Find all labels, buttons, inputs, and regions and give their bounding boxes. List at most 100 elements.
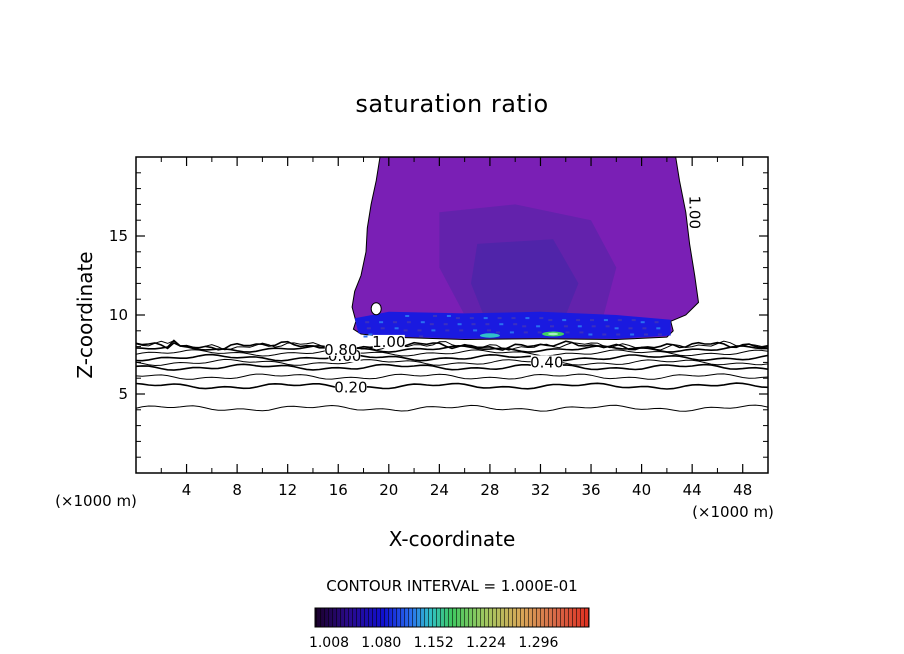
contour-line	[136, 340, 768, 351]
contour-label: 1.00	[372, 333, 405, 351]
cloud-speckle	[445, 329, 450, 332]
cloud-speckle	[455, 317, 460, 320]
contour-label-bg	[530, 355, 563, 369]
cloud-speckle	[417, 329, 422, 332]
x-unit-label: (×1000 m)	[55, 492, 137, 510]
x-tick-label: 40	[632, 481, 651, 499]
contour-line	[136, 353, 768, 362]
contour-label: 1.00	[686, 196, 704, 229]
cloud-speckle	[513, 323, 518, 326]
cloud-speckle	[642, 327, 647, 330]
cloud-speckle	[548, 319, 553, 322]
cloud-speckle	[368, 333, 373, 336]
y-tick-label: 5	[118, 385, 128, 403]
cloud-speckle	[365, 321, 370, 324]
cloud-speckle	[509, 331, 514, 334]
cloud-speckle	[537, 331, 542, 334]
z-unit-label: (×1000 m)	[692, 503, 774, 521]
x-tick-label: 12	[278, 481, 297, 499]
colorbar: 1.008 1.080 1.152 1.224 1.296	[309, 607, 590, 651]
cloud-speckle	[457, 323, 462, 326]
cloud-speckle	[588, 333, 593, 336]
y-tick-label: 10	[109, 306, 128, 324]
contour-label-bg	[324, 342, 357, 356]
y-axis-label: Z-coordinate	[73, 251, 97, 378]
contour-line	[136, 363, 768, 371]
x-tick-label: 20	[379, 481, 398, 499]
contour-labels: 0.200.400.600.80 1.001.00	[324, 196, 704, 397]
cloud-speckle	[497, 317, 502, 320]
colorbar-tick-label: 1.224	[466, 635, 506, 651]
contour-label: 0.20	[334, 379, 367, 397]
contour-label-bg	[334, 380, 367, 394]
x-tick-label: 32	[531, 481, 550, 499]
cloud-hole	[370, 302, 382, 316]
contour-label: 0.80	[324, 341, 357, 359]
cloud-speckle	[511, 317, 516, 320]
plot-area: 0.200.400.600.80 1.001.00 4 8 12 16 20 24 28 32 3…	[109, 156, 769, 499]
y-tick-label: 15	[109, 227, 128, 245]
x-tick-label: 16	[329, 481, 348, 499]
cloud-speckle	[393, 321, 397, 324]
cloud-speckle	[483, 317, 488, 320]
x-tick-label: 36	[581, 481, 600, 499]
cloud-speckle	[565, 331, 570, 334]
cloud-speckle	[563, 325, 568, 328]
cloud-speckle	[406, 321, 411, 324]
cloud-speckle	[617, 319, 622, 322]
cloud-speckle	[628, 327, 633, 330]
contour-line	[136, 373, 768, 380]
cloud-speckle	[429, 323, 434, 326]
cloud-speckle	[363, 335, 368, 338]
cloud-speckle	[579, 331, 584, 334]
cloud-speckle	[539, 317, 544, 320]
colorbar-tick-label: 1.152	[414, 635, 454, 651]
cloud-speckle	[496, 331, 500, 334]
x-ticks: 4 8 12 16 20 24 28 32 36 40 44 48	[160, 157, 752, 499]
contour-lines	[136, 339, 768, 412]
cloud-speckle	[525, 317, 530, 320]
cloud-speckle	[631, 319, 636, 322]
contour-label: 0.40	[530, 353, 563, 371]
cloud-speckle	[654, 321, 659, 324]
contour-line	[136, 358, 768, 367]
cloud-speckle	[380, 327, 385, 330]
cloud-speckle	[577, 325, 582, 328]
x-tick-label: 44	[683, 481, 702, 499]
cloud-speckle	[431, 329, 436, 332]
colorbar-tick-label: 1.080	[361, 635, 401, 651]
cloud-speckle	[433, 315, 437, 317]
x-axis-label: X-coordinate	[389, 527, 516, 551]
cloud-speckle	[590, 319, 594, 322]
chart-title: saturation ratio	[355, 90, 548, 118]
cloud-speckle	[443, 323, 448, 326]
cloud-speckle	[469, 317, 474, 320]
cloud-speckle	[656, 327, 661, 330]
cloud-max-highlight	[479, 333, 500, 338]
cloud-speckle	[605, 325, 610, 328]
x-tick-label: 48	[733, 481, 752, 499]
colorbar-frame	[314, 607, 590, 628]
x-tick-label: 8	[232, 481, 242, 499]
cloud-speckle	[550, 325, 554, 328]
cloud-speckle	[616, 333, 621, 336]
cloud-speckle	[644, 333, 648, 336]
contour-line	[136, 404, 768, 412]
x-tick-label: 24	[430, 481, 449, 499]
cloud-speckle	[640, 321, 645, 324]
cloud-speckle	[366, 327, 371, 330]
cloud-speckle	[657, 333, 662, 336]
colorbar-tick-label: 1.008	[309, 635, 349, 651]
cloud-speckle	[499, 323, 504, 326]
y-ticks: 5 10 15	[109, 172, 768, 458]
contour-interval-text: CONTOUR INTERVAL = 1.000E-01	[326, 577, 577, 595]
cloud-speckle	[403, 329, 408, 332]
cloud-max-highlight	[548, 332, 559, 336]
cloud-speckle	[591, 325, 596, 328]
cloud-speckle	[602, 333, 607, 336]
cloud-speckle	[614, 327, 619, 330]
cloud-speckle	[536, 325, 541, 328]
cloud-core-inner	[471, 239, 579, 315]
cloud-speckle	[471, 323, 476, 326]
cloud-speckle	[473, 329, 478, 332]
